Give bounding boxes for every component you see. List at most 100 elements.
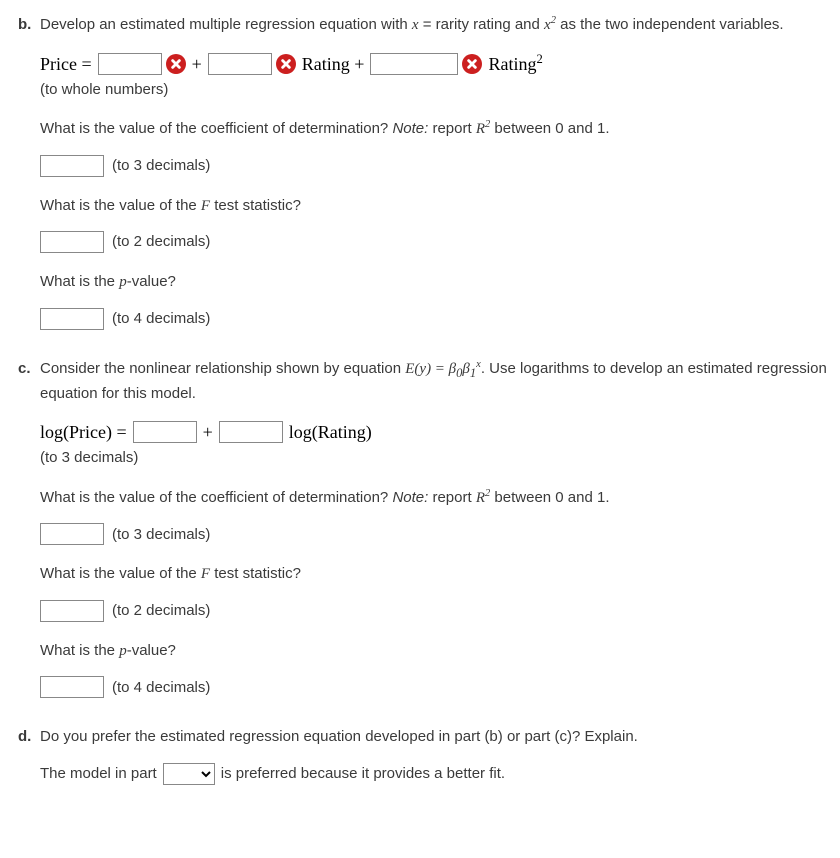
p-symbol: p xyxy=(119,643,127,659)
part-c-equation: log(Price) = + log(Rating) xyxy=(40,419,834,445)
p-symbol: p xyxy=(119,274,127,290)
part-b-prompt-mid: = rarity rating and xyxy=(419,16,544,33)
var-x: x xyxy=(412,17,419,33)
eq-lhs: Price = xyxy=(40,51,92,77)
r2-symbol: R2 xyxy=(476,490,490,506)
c-f-answer-row: (to 2 decimals) xyxy=(40,600,834,622)
c-p-answer-row: (to 4 decimals) xyxy=(40,676,834,698)
b-f-question: What is the value of the F test statisti… xyxy=(40,195,834,218)
f-symbol: F xyxy=(201,566,210,582)
b-r2-q-post: between 0 and 1. xyxy=(490,120,609,137)
c-p-question: What is the p-value? xyxy=(40,640,834,663)
b-r2-hint: (to 3 decimals) xyxy=(112,155,210,177)
c-f-q-pre: What is the value of the xyxy=(40,565,201,582)
eq-term1: Rating + xyxy=(302,51,365,77)
c-r2-hint: (to 3 decimals) xyxy=(112,524,210,546)
c-eq-plus: + xyxy=(203,419,213,445)
c-r2-answer-row: (to 3 decimals) xyxy=(40,523,834,545)
eq-rating2-base: Rating xyxy=(488,54,536,74)
d-part-select[interactable] xyxy=(163,763,215,785)
b-f-q-post: test statistic? xyxy=(210,197,301,214)
b-f-answer-row: (to 2 decimals) xyxy=(40,231,834,253)
b-p-hint: (to 4 decimals) xyxy=(112,308,210,330)
d-sentence-post: is preferred because it provides a bette… xyxy=(221,763,505,786)
c-lograting: log(Rating) xyxy=(289,419,372,445)
eq-term2: Rating2 xyxy=(488,51,542,77)
eq-plus-2: + xyxy=(350,54,365,74)
wrong-icon xyxy=(462,54,482,74)
eq-rating2-sup: 2 xyxy=(536,52,542,66)
b-r2-input[interactable] xyxy=(40,155,104,177)
eq-price: Price xyxy=(40,54,77,74)
part-d-prompt: Do you prefer the estimated regression e… xyxy=(40,726,834,749)
part-b-prompt-post: as the two independent variables. xyxy=(556,16,784,33)
var-xsq: x2 xyxy=(544,17,556,33)
b-p-answer-row: (to 4 decimals) xyxy=(40,308,834,330)
part-d-label: d. xyxy=(18,726,40,799)
c-f-q-post: test statistic? xyxy=(210,565,301,582)
eq-rating: Rating xyxy=(302,54,350,74)
ey-equation: E(y) = β0β1x xyxy=(405,361,481,377)
part-d-sentence: The model in part is preferred because i… xyxy=(40,763,834,786)
part-b-body: Develop an estimated multiple regression… xyxy=(40,14,834,348)
b-coef1-input[interactable] xyxy=(208,53,272,75)
part-b-label: b. xyxy=(18,14,40,348)
r2-symbol: R2 xyxy=(476,121,490,137)
eq-equals: = xyxy=(77,54,92,74)
b-eq-hint: (to whole numbers) xyxy=(40,79,834,101)
c-p-input[interactable] xyxy=(40,676,104,698)
part-c-body: Consider the nonlinear relationship show… xyxy=(40,358,834,717)
c-eq-hint: (to 3 decimals) xyxy=(40,447,834,469)
b-coef2-input[interactable] xyxy=(370,53,458,75)
beta1: β xyxy=(462,361,469,377)
part-c-prompt: Consider the nonlinear relationship show… xyxy=(40,358,834,405)
b-p-q-post: -value? xyxy=(127,273,176,290)
r2-base: R xyxy=(476,490,485,506)
part-b-prompt: Develop an estimated multiple regression… xyxy=(40,14,834,37)
wrong-icon xyxy=(166,54,186,74)
b-r2-answer-row: (to 3 decimals) xyxy=(40,155,834,177)
b-r2-note: Note: xyxy=(392,120,428,137)
r2-base: R xyxy=(476,121,485,137)
c-coef0-input[interactable] xyxy=(133,421,197,443)
c-coef1-input[interactable] xyxy=(219,421,283,443)
c-eq-lhs: log(Price) = xyxy=(40,419,127,445)
b-p-question: What is the p-value? xyxy=(40,271,834,294)
var-xsq-base: x xyxy=(544,17,551,33)
b-coef0-input[interactable] xyxy=(98,53,162,75)
c-p-hint: (to 4 decimals) xyxy=(112,677,210,699)
part-b-prompt-pre: Develop an estimated multiple regression… xyxy=(40,16,412,33)
c-eq-equals: = xyxy=(112,422,127,442)
part-d: d. Do you prefer the estimated regressio… xyxy=(18,726,834,799)
b-p-input[interactable] xyxy=(40,308,104,330)
part-d-body: Do you prefer the estimated regression e… xyxy=(40,726,834,799)
b-p-q-pre: What is the xyxy=(40,273,119,290)
c-f-input[interactable] xyxy=(40,600,104,622)
c-r2-q-post: between 0 and 1. xyxy=(490,489,609,506)
part-b-equation: Price = + Rating + Rating2 xyxy=(40,51,834,77)
f-symbol: F xyxy=(201,198,210,214)
ey-lhs: E(y) = β xyxy=(405,361,456,377)
b-r2-q-pre: What is the value of the coefficient of … xyxy=(40,120,392,137)
c-r2-question: What is the value of the coefficient of … xyxy=(40,487,834,510)
b-r2-q-mid: report xyxy=(428,120,476,137)
b-f-hint: (to 2 decimals) xyxy=(112,231,210,253)
c-p-q-pre: What is the xyxy=(40,642,119,659)
c-f-hint: (to 2 decimals) xyxy=(112,600,210,622)
part-b: b. Develop an estimated multiple regress… xyxy=(18,14,834,348)
part-c: c. Consider the nonlinear relationship s… xyxy=(18,358,834,717)
c-r2-input[interactable] xyxy=(40,523,104,545)
part-c-label: c. xyxy=(18,358,40,717)
c-r2-q-pre: What is the value of the coefficient of … xyxy=(40,489,392,506)
b-r2-question: What is the value of the coefficient of … xyxy=(40,118,834,141)
eq-plus-1: + xyxy=(192,51,202,77)
c-prompt-pre: Consider the nonlinear relationship show… xyxy=(40,360,405,377)
b-f-q-pre: What is the value of the xyxy=(40,197,201,214)
c-r2-note: Note: xyxy=(392,489,428,506)
c-logprice: log(Price) xyxy=(40,422,112,442)
d-sentence-pre: The model in part xyxy=(40,763,157,786)
c-p-q-post: -value? xyxy=(127,642,176,659)
c-f-question: What is the value of the F test statisti… xyxy=(40,563,834,586)
c-r2-q-mid: report xyxy=(428,489,476,506)
b-f-input[interactable] xyxy=(40,231,104,253)
